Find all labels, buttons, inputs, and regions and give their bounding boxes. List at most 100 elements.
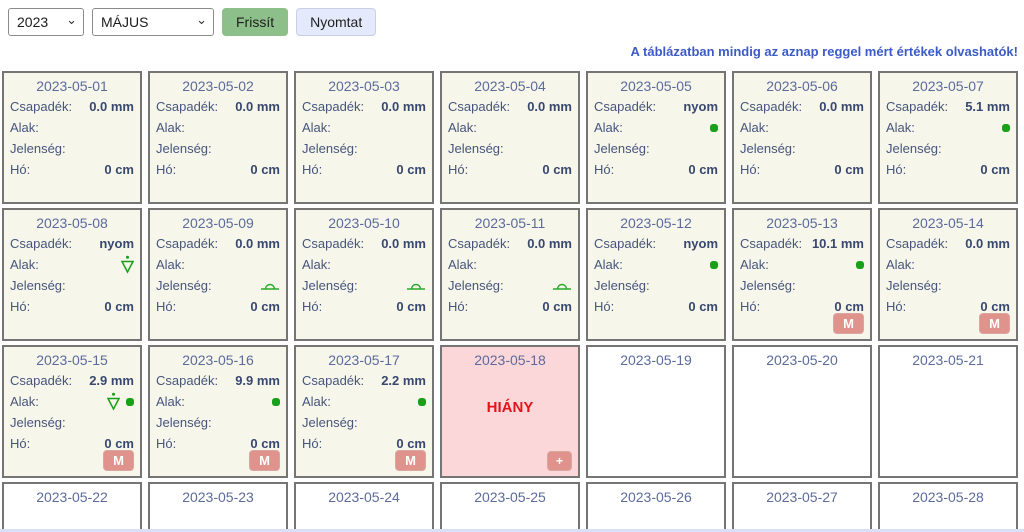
modify-button[interactable]: M [395, 450, 426, 471]
snow-value: 0 cm [250, 436, 280, 451]
precip-value: nyom [683, 236, 718, 251]
form-label: Alak: [740, 257, 769, 272]
form-label: Alak: [886, 120, 915, 135]
precip-row: Csapadék: 0.0 mm [302, 96, 426, 117]
day-cell: 2023-05-23 [148, 482, 288, 529]
precip-row: Csapadék: nyom [594, 96, 718, 117]
snow-label: Hó: [10, 299, 31, 314]
precip-value: 0.0 mm [965, 236, 1010, 251]
cell-body: Csapadék: 0.0 mm Alak: Jelenség: Hó: 0 c… [880, 232, 1016, 317]
form-label: Alak: [886, 257, 915, 272]
phenomenon-row: Jelenség: [302, 412, 426, 433]
month-select[interactable]: MÁJUS [92, 8, 214, 36]
snow-value: 0 cm [104, 162, 134, 177]
snow-row: Hó: 0 cm [302, 296, 426, 317]
phenomenon-label: Jelenség: [302, 415, 358, 430]
form-row: Alak: [448, 254, 572, 275]
snow-value: 0 cm [834, 299, 864, 314]
form-row: Alak: [886, 254, 1010, 275]
phenomenon-label: Jelenség: [156, 415, 212, 430]
day-cell: 2023-05-03 Csapadék: 0.0 mm Alak: Jelens… [294, 71, 434, 204]
snow-row: Hó: 0 cm [740, 159, 864, 180]
modify-button[interactable]: M [249, 450, 280, 471]
precip-row: Csapadék: 9.9 mm [156, 370, 280, 391]
form-label: Alak: [156, 120, 185, 135]
missing-data-text: HIÁNY [486, 399, 534, 416]
day-cell: 2023-05-27 [732, 482, 872, 529]
precip-value: 0.0 mm [235, 99, 280, 114]
precip-row: Csapadék: 2.9 mm [10, 370, 134, 391]
day-cell: 2023-05-16 Csapadék: 9.9 mm Alak: Jelens… [148, 345, 288, 478]
form-label: Alak: [10, 120, 39, 135]
cell-body: Csapadék: 0.0 mm Alak: Jelenség: Hó: 0 c… [150, 95, 286, 180]
print-button[interactable]: Nyomtat [296, 8, 377, 36]
cell-body: Csapadék: 2.2 mm Alak: Jelenség: Hó: 0 c… [296, 369, 432, 454]
precip-label: Csapadék: [10, 99, 73, 114]
day-cell: 2023-05-20 [732, 345, 872, 478]
phenomenon-label: Jelenség: [302, 278, 358, 293]
phenomenon-row: Jelenség: [448, 138, 572, 159]
day-cell: 2023-05-17 Csapadék: 2.2 mm Alak: Jelens… [294, 345, 434, 478]
cell-body: Csapadék: nyom Alak: Jelenség: Hó: 0 cm [588, 232, 724, 317]
precip-label: Csapadék: [156, 236, 219, 251]
form-label: Alak: [10, 257, 39, 272]
form-label: Alak: [594, 120, 623, 135]
phenomenon-label: Jelenség: [740, 141, 796, 156]
phenomenon-row: Jelenség: [10, 275, 134, 296]
form-icons [1002, 123, 1010, 132]
cell-body: Csapadék: nyom Alak: Jelenség: Hó: 0 cm [588, 95, 724, 180]
form-row: Alak: [302, 117, 426, 138]
snow-label: Hó: [448, 299, 469, 314]
precip-label: Csapadék: [448, 99, 511, 114]
refresh-button[interactable]: Frissít [222, 8, 289, 36]
dew-arc-icon [407, 283, 425, 290]
form-row: Alak: [156, 254, 280, 275]
snow-label: Hó: [156, 299, 177, 314]
precip-value: 2.2 mm [381, 373, 426, 388]
day-cell: 2023-05-02 Csapadék: 0.0 mm Alak: Jelens… [148, 71, 288, 204]
snow-label: Hó: [10, 162, 31, 177]
green-dot-icon [272, 397, 280, 406]
form-label: Alak: [594, 257, 623, 272]
precip-row: Csapadék: 0.0 mm [448, 233, 572, 254]
add-button[interactable]: + [546, 451, 572, 471]
phenomenon-label: Jelenség: [886, 278, 942, 293]
cell-body: Csapadék: 0.0 mm Alak: Jelenség: Hó: 0 c… [442, 232, 578, 317]
snow-row: Hó: 0 cm [302, 159, 426, 180]
phenomenon-row: Jelenség: [156, 412, 280, 433]
snow-value: 0 cm [250, 299, 280, 314]
precip-row: Csapadék: 0.0 mm [886, 233, 1010, 254]
modify-button[interactable]: M [833, 313, 864, 334]
modify-button[interactable]: M [979, 313, 1010, 334]
day-cell: 2023-05-07 Csapadék: 5.1 mm Alak: Jelens… [878, 71, 1018, 204]
precip-label: Csapadék: [302, 236, 365, 251]
precip-value: 0.0 mm [381, 236, 426, 251]
cell-body: Csapadék: 0.0 mm Alak: Jelenség: Hó: 0 c… [150, 232, 286, 317]
snow-value: 0 cm [104, 299, 134, 314]
snow-value: 0 cm [688, 299, 718, 314]
cell-date: 2023-05-27 [766, 489, 838, 505]
snow-label: Hó: [740, 299, 761, 314]
cell-date: 2023-05-20 [766, 352, 838, 368]
snow-label: Hó: [302, 162, 323, 177]
phenomenon-label: Jelenség: [448, 141, 504, 156]
cell-date: 2023-05-05 [620, 78, 692, 94]
year-select[interactable]: 2023 [8, 8, 84, 36]
day-cell: 2023-05-24 [294, 482, 434, 529]
phenomenon-row: Jelenség: [156, 275, 280, 296]
phenomenon-label: Jelenség: [594, 278, 650, 293]
form-label: Alak: [448, 120, 477, 135]
precip-value: 10.1 mm [811, 236, 864, 251]
phenomenon-label: Jelenség: [10, 415, 66, 430]
cell-date: 2023-05-23 [182, 489, 254, 505]
snow-label: Hó: [156, 436, 177, 451]
morning-values-notice: A táblázatban mindig az aznap reggel mér… [630, 44, 1018, 59]
cell-date: 2023-05-04 [474, 78, 546, 94]
modify-button[interactable]: M [103, 450, 134, 471]
phenomenon-row: Jelenség: [886, 275, 1010, 296]
form-icons [710, 123, 718, 132]
snow-label: Hó: [10, 436, 31, 451]
precip-value: 0.0 mm [819, 99, 864, 114]
snow-label: Hó: [886, 162, 907, 177]
phenomenon-row: Jelenség: [594, 275, 718, 296]
